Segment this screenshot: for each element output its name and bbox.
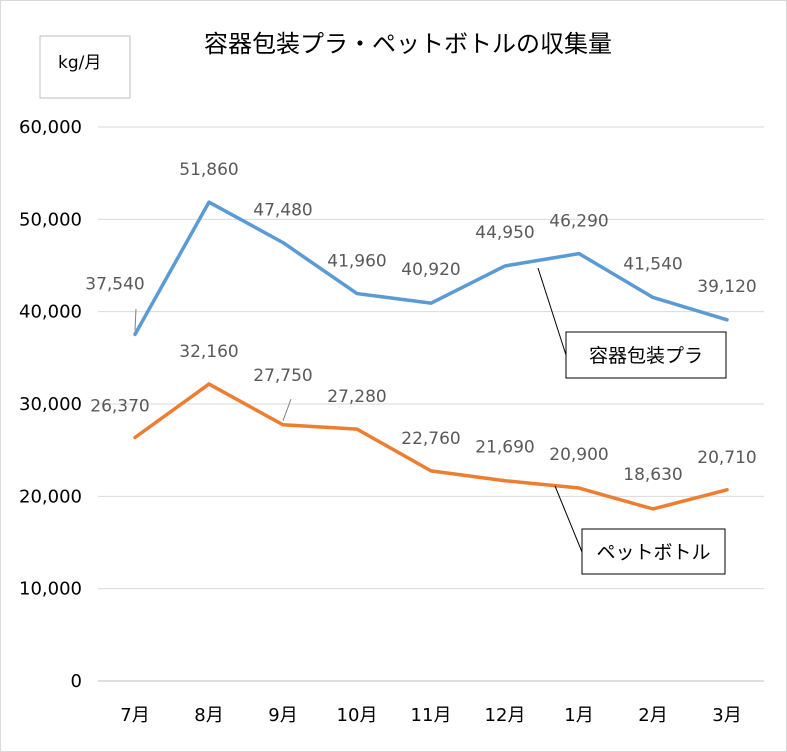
data-point bbox=[281, 423, 285, 427]
data-point bbox=[429, 469, 433, 473]
unit-box-frame bbox=[39, 35, 131, 99]
series-name-label: 容器包装プラ bbox=[589, 345, 703, 367]
data-point bbox=[503, 479, 507, 483]
data-label: 51,860 bbox=[179, 160, 238, 180]
data-label: 27,750 bbox=[253, 366, 312, 386]
y-axis-ticks: 0 10,000 20,000 30,000 40,000 50,000 60,000 bbox=[19, 117, 82, 692]
callout-box bbox=[565, 331, 727, 379]
data-label: 41,540 bbox=[623, 254, 682, 274]
data-label: 41,960 bbox=[327, 252, 386, 272]
series-name-label: ペットボトル bbox=[596, 542, 710, 564]
data-point bbox=[429, 301, 433, 305]
data-label: 37,540 bbox=[85, 274, 144, 294]
x-tick-label: 12月 bbox=[485, 705, 526, 726]
y-tick-label: 60,000 bbox=[19, 117, 82, 138]
x-tick-label: 1月 bbox=[564, 705, 593, 726]
data-label: 18,630 bbox=[623, 465, 682, 485]
chart-title: 容器包装プラ・ペットボトルの収集量 bbox=[204, 30, 612, 58]
data-point bbox=[355, 292, 359, 296]
data-label: 47,480 bbox=[253, 201, 312, 221]
x-tick-label: 10月 bbox=[337, 705, 378, 726]
data-label: 21,690 bbox=[475, 438, 534, 458]
data-point bbox=[651, 507, 655, 511]
data-label: 27,280 bbox=[327, 387, 386, 407]
data-labels: 37,540 51,860 47,480 41,960 40,920 44,950 46,2… bbox=[85, 160, 756, 485]
callout-leader-line bbox=[537, 267, 567, 356]
y-tick-label: 20,000 bbox=[19, 486, 82, 507]
y-tick-label: 10,000 bbox=[19, 579, 82, 600]
data-point bbox=[207, 382, 211, 386]
data-label: 20,710 bbox=[697, 448, 756, 468]
data-point bbox=[651, 295, 655, 299]
x-tick-label: 3月 bbox=[712, 705, 741, 726]
y-tick-label: 40,000 bbox=[19, 302, 82, 323]
data-point bbox=[133, 436, 137, 440]
x-axis-ticks: 7月 8月 9月 10月 11月 12月 1月 2月 3月 bbox=[120, 705, 741, 726]
y-tick-label: 50,000 bbox=[19, 209, 82, 230]
data-label: 20,900 bbox=[549, 445, 608, 465]
data-label: 32,160 bbox=[179, 342, 238, 362]
x-tick-label: 11月 bbox=[411, 705, 452, 726]
unit-label: kg/月 bbox=[58, 53, 101, 73]
data-point bbox=[725, 488, 729, 492]
unit-box: kg/月 bbox=[39, 35, 131, 99]
gridlines bbox=[98, 126, 764, 682]
data-point bbox=[577, 252, 581, 256]
label-leader-line bbox=[134, 308, 137, 331]
callout-leader-line bbox=[554, 485, 583, 553]
data-point bbox=[577, 486, 581, 490]
data-label: 22,760 bbox=[401, 429, 460, 449]
y-tick-label: 0 bbox=[71, 671, 82, 692]
data-label: 26,370 bbox=[90, 397, 149, 417]
data-label: 46,290 bbox=[549, 212, 608, 232]
data-label: 39,120 bbox=[697, 277, 756, 297]
data-label: 40,920 bbox=[401, 260, 460, 280]
data-point bbox=[503, 264, 507, 268]
data-label: 44,950 bbox=[475, 223, 534, 243]
y-tick-label: 30,000 bbox=[19, 394, 82, 415]
x-tick-label: 7月 bbox=[120, 705, 149, 726]
data-point bbox=[725, 318, 729, 322]
x-tick-label: 9月 bbox=[268, 705, 297, 726]
x-tick-label: 8月 bbox=[194, 705, 223, 726]
data-point bbox=[281, 241, 285, 245]
x-tick-label: 2月 bbox=[638, 705, 667, 726]
callout-box bbox=[581, 528, 726, 575]
series-lines bbox=[133, 200, 729, 511]
data-point bbox=[207, 200, 211, 204]
label-leader-line bbox=[282, 398, 292, 421]
leader-lines bbox=[134, 308, 292, 421]
data-point bbox=[355, 427, 359, 431]
data-point bbox=[133, 332, 137, 336]
